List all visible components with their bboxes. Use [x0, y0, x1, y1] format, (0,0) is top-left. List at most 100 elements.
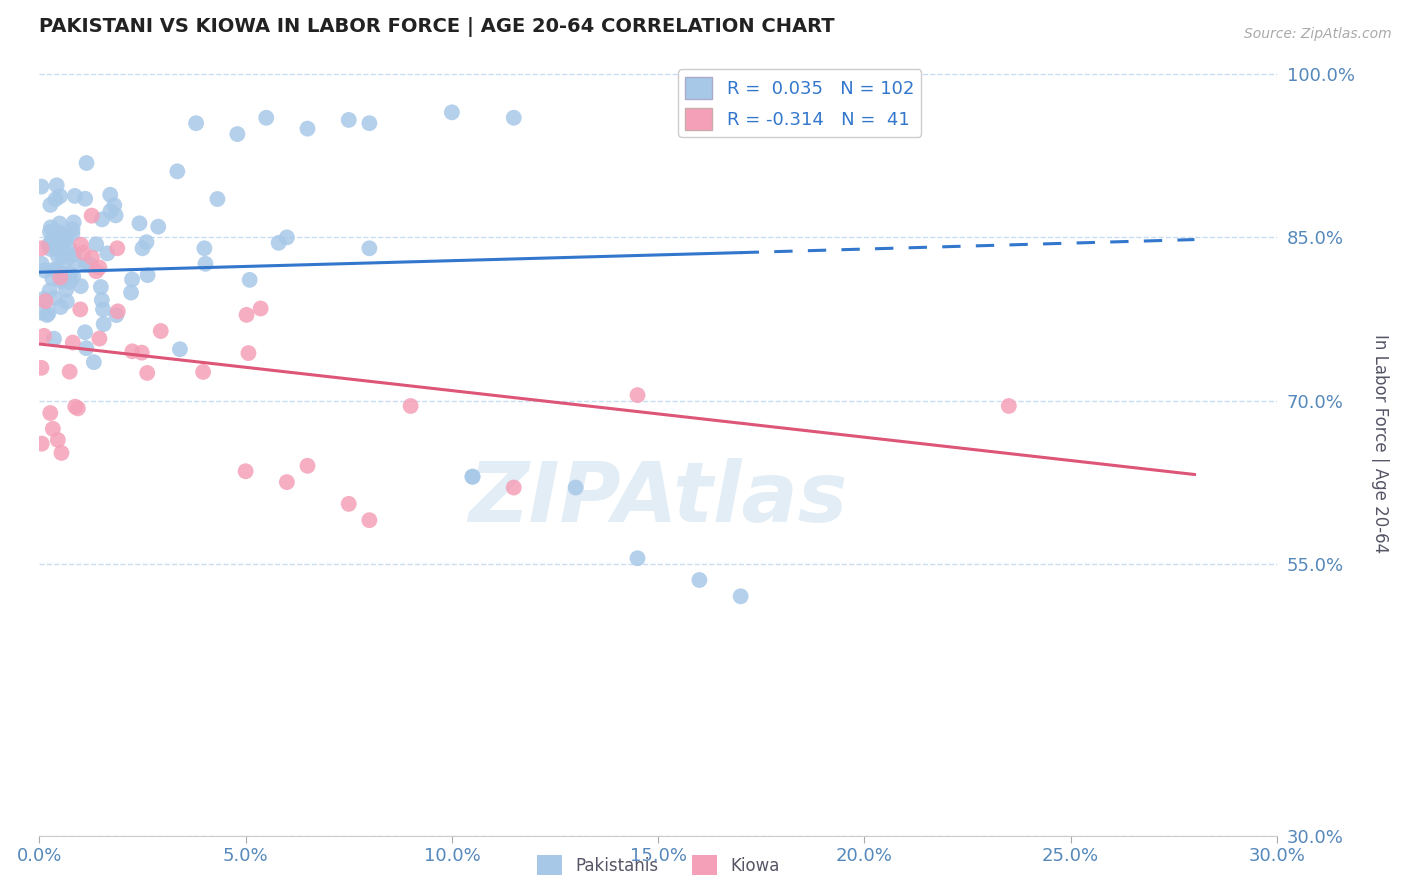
Point [30, 179, 52, 194]
Point [121, 272, 143, 286]
Point [75, 258, 97, 272]
Point [249, 301, 271, 316]
Legend: Pakistanis, Kiowa: Pakistanis, Kiowa [530, 848, 786, 882]
Point [80, 209, 103, 223]
Point [89, 332, 111, 346]
Point [48, 225, 70, 239]
Point [238, 346, 260, 360]
Point [46, 433, 69, 447]
Point [276, 475, 298, 489]
Point [103, 198, 125, 212]
Point [62, 222, 84, 236]
Point [91, 212, 114, 227]
Point [89, 260, 111, 275]
Point [688, 573, 710, 587]
Point [37, 306, 59, 320]
Point [51, 250, 73, 264]
Point [44, 230, 66, 244]
Point [65, 400, 87, 414]
Point [75, 341, 97, 355]
Point [39, 225, 62, 239]
Point [49, 270, 72, 285]
Point [49, 274, 72, 288]
Point [44, 192, 66, 206]
Point [136, 268, 159, 282]
Point [193, 241, 215, 255]
Point [730, 590, 752, 604]
Point [169, 343, 191, 357]
Point [76, 156, 98, 170]
Point [997, 399, 1019, 413]
Point [63, 189, 86, 203]
Point [149, 324, 172, 338]
Point [626, 551, 648, 566]
Point [55, 283, 77, 297]
Point [502, 481, 524, 495]
Point [35, 308, 58, 322]
Point [359, 116, 381, 130]
Point [42, 422, 65, 436]
Point [30, 306, 52, 320]
Point [51, 273, 73, 287]
Point [84, 264, 107, 278]
Point [49, 300, 72, 314]
Point [440, 105, 463, 120]
Point [359, 513, 381, 527]
Point [90, 280, 112, 294]
Point [84, 237, 107, 252]
Point [60, 227, 83, 241]
Point [104, 208, 127, 222]
Point [59, 275, 82, 289]
Point [31, 436, 53, 450]
Point [46, 238, 69, 252]
Point [461, 469, 484, 483]
Point [254, 111, 277, 125]
Point [502, 111, 524, 125]
Point [55, 229, 77, 244]
Point [235, 464, 257, 478]
Text: PAKISTANI VS KIOWA IN LABOR FORCE | AGE 20-64 CORRELATION CHART: PAKISTANI VS KIOWA IN LABOR FORCE | AGE … [39, 17, 835, 37]
Point [73, 325, 96, 339]
Point [276, 230, 298, 244]
Point [91, 302, 114, 317]
Point [65, 255, 87, 269]
Point [38, 284, 60, 298]
Point [148, 219, 170, 234]
Point [51, 446, 73, 460]
Point [32, 328, 55, 343]
Point [105, 308, 128, 322]
Point [70, 237, 93, 252]
Point [39, 198, 62, 212]
Point [194, 257, 217, 271]
Point [55, 233, 77, 247]
Point [90, 293, 112, 307]
Point [564, 481, 586, 495]
Point [30, 241, 52, 255]
Point [62, 215, 84, 229]
Point [359, 241, 381, 255]
Point [44, 291, 66, 305]
Point [55, 294, 77, 309]
Point [59, 365, 82, 379]
Point [69, 279, 91, 293]
Point [461, 469, 484, 483]
Point [66, 401, 89, 416]
Point [105, 241, 128, 255]
Point [31, 257, 53, 271]
Point [121, 344, 143, 359]
Point [297, 121, 319, 136]
Point [52, 267, 75, 281]
Point [131, 345, 153, 359]
Point [55, 253, 77, 268]
Point [107, 304, 129, 318]
Point [52, 268, 75, 282]
Point [41, 233, 63, 247]
Point [98, 204, 121, 219]
Point [96, 246, 118, 260]
Point [62, 335, 84, 350]
Point [191, 365, 214, 379]
Point [63, 247, 86, 261]
Point [59, 268, 82, 282]
Point [58, 241, 80, 255]
Point [38, 238, 60, 252]
